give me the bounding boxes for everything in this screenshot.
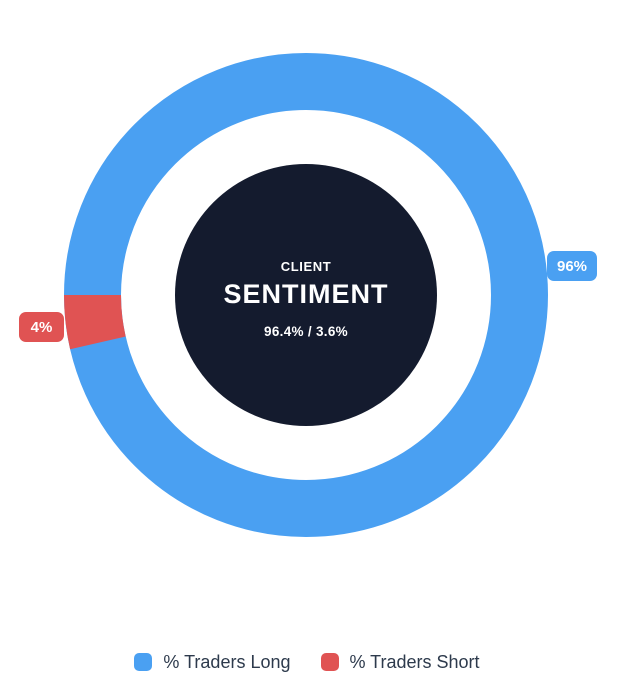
short-percentage-badge: 4% bbox=[19, 312, 64, 342]
chart-legend: % Traders Long % Traders Short bbox=[0, 651, 614, 673]
long-percentage-badge: 96% bbox=[547, 251, 597, 281]
legend-item-traders-short[interactable]: % Traders Short bbox=[320, 651, 480, 673]
short-color-swatch-icon bbox=[320, 653, 339, 671]
legend-label-long: % Traders Long bbox=[163, 652, 291, 672]
center-disc bbox=[175, 164, 437, 426]
legend-item-traders-long[interactable]: % Traders Long bbox=[134, 651, 291, 673]
donut-segment-short[interactable] bbox=[63, 294, 126, 350]
long-color-swatch-icon bbox=[134, 653, 153, 671]
legend-label-short: % Traders Short bbox=[349, 652, 480, 672]
